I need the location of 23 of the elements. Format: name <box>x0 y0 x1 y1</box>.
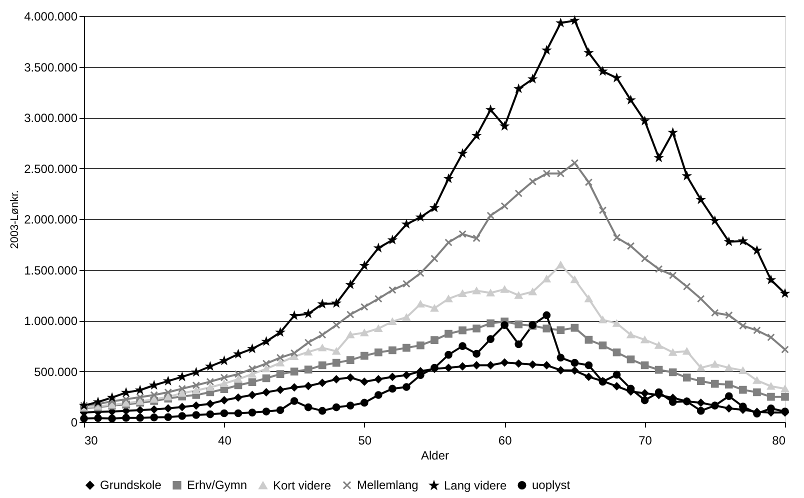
y-tick-label: 1.000.000 <box>24 314 78 328</box>
legend-label: Grundskole <box>100 478 162 492</box>
x-tick-label: 40 <box>218 434 232 448</box>
legend-label: Kort videre <box>273 478 332 492</box>
legend-label: Lang videre <box>444 478 508 492</box>
y-axis-title: 2003-Lønkr. <box>9 190 22 249</box>
x-tick-label: 80 <box>772 434 786 448</box>
x-tick-label: 60 <box>498 434 512 448</box>
x-axis-title: Alder <box>420 448 450 462</box>
y-tick-label: 0 <box>70 416 78 430</box>
y-tick-label: 3.000.000 <box>24 111 78 125</box>
x-tick-label: 50 <box>358 434 372 448</box>
y-tick-label: 3.500.000 <box>24 60 78 74</box>
y-tick-label: 4.000.000 <box>24 10 78 24</box>
y-tick-label: 500.000 <box>34 364 78 379</box>
legend-label: Erhv/Gymn <box>187 478 248 492</box>
x-tick-label: 30 <box>84 434 98 448</box>
x-tick-label: 70 <box>638 434 652 448</box>
y-tick-label: 2.500.000 <box>24 162 78 176</box>
legend-label: Mellemlang <box>357 478 418 492</box>
legend-label: uoplyst <box>532 478 571 492</box>
y-tick-label: 1.500.000 <box>24 263 78 278</box>
y-tick-label: 2.000.000 <box>24 212 78 226</box>
